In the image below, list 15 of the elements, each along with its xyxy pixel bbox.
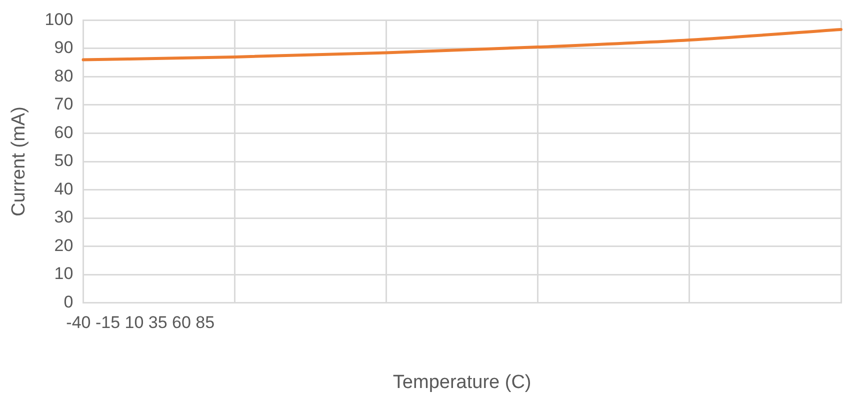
y-tick-label: 0 bbox=[64, 292, 74, 312]
y-tick-label: 80 bbox=[54, 66, 74, 86]
y-tick-label: 90 bbox=[54, 38, 74, 58]
y-tick-label: 60 bbox=[54, 122, 74, 142]
y-axis-title: Current (mA) bbox=[8, 106, 30, 216]
y-tick-label: 40 bbox=[54, 179, 74, 198]
y-tick-label: 50 bbox=[54, 151, 74, 170]
line-series bbox=[82, 28, 842, 62]
y-tick-label: 20 bbox=[54, 236, 74, 255]
y-tick-label: 10 bbox=[54, 264, 74, 284]
y-tick-label: 70 bbox=[54, 94, 74, 114]
text: -40 -15 10 35 60 85 bbox=[66, 312, 215, 332]
y-tick-label: 100 bbox=[44, 10, 74, 29]
x-axis-title: Temperature (C) bbox=[392, 372, 532, 393]
y-tick-label: 30 bbox=[54, 208, 74, 227]
